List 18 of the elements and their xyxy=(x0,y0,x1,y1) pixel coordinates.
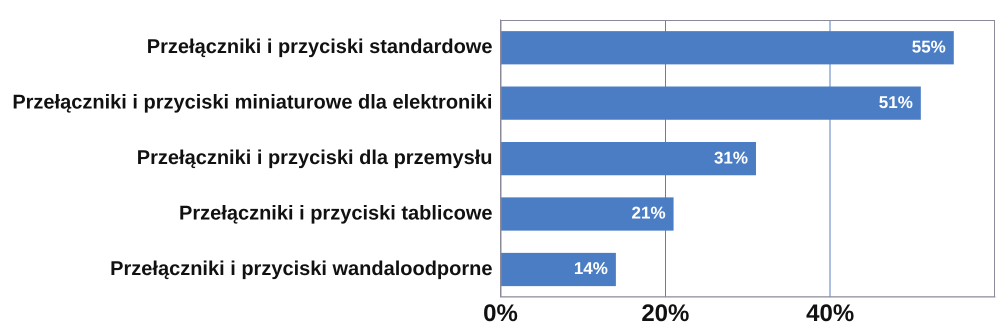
bar xyxy=(501,142,756,176)
x-tick-label: 20% xyxy=(641,300,690,328)
y-tick-label: Przełączniki i przyciski wandaloodporne xyxy=(110,258,492,280)
data-label: 51% xyxy=(878,92,913,112)
y-tick-label: Przełączniki i przyciski tablicowe xyxy=(179,202,492,225)
data-label: 31% xyxy=(714,148,748,168)
bar xyxy=(501,31,954,64)
y-tick-label: Przełączniki i przyciski standardowe xyxy=(146,36,492,58)
data-label: 55% xyxy=(912,37,946,56)
y-tick-label: Przełączniki i przyciski dla przemysłu xyxy=(136,147,492,170)
bar xyxy=(501,197,674,231)
y-tick-label: Przełączniki i przyciski miniaturowe dla elektroniki xyxy=(12,92,492,114)
x-tick-label: 40% xyxy=(806,300,854,328)
data-label: 14% xyxy=(574,259,608,278)
data-label: 21% xyxy=(632,204,666,223)
x-tick-label: 0% xyxy=(483,300,518,328)
bar xyxy=(501,86,921,120)
bar xyxy=(501,252,616,286)
